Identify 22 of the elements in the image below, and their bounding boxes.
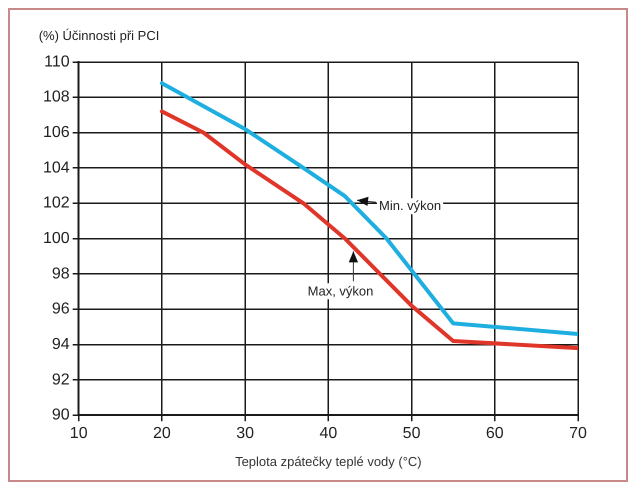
x-tick-label: 20 [153,425,171,442]
y-tick-label: 106 [42,124,70,142]
x-axis-title: Teplota zpátečky teplé vody (°C) [235,454,422,469]
series-label: Min. výkon [378,198,442,214]
x-tick-label: 70 [569,425,587,442]
y-axis-title: (%) Účinnosti při PCI [38,28,160,43]
x-tick-label: 10 [70,425,88,442]
x-tick-label: 30 [236,425,254,442]
y-tick-label: 100 [42,230,70,248]
x-tick-label: 50 [402,425,421,442]
y-tick-label: 94 [52,336,70,353]
y-tick-label: 92 [52,371,70,388]
x-tick-label: 60 [486,425,504,442]
x-tick-label: 40 [319,425,338,442]
y-tick-label: 108 [42,88,70,106]
y-tick-label: 104 [42,159,70,176]
y-tick-label: 96 [52,300,70,318]
y-tick-label: 98 [52,265,70,282]
y-tick-label: 110 [44,53,70,70]
y-tick-label: 90 [52,406,70,424]
y-tick-label: 102 [42,194,70,212]
series-label: Max, výkon [308,283,374,298]
